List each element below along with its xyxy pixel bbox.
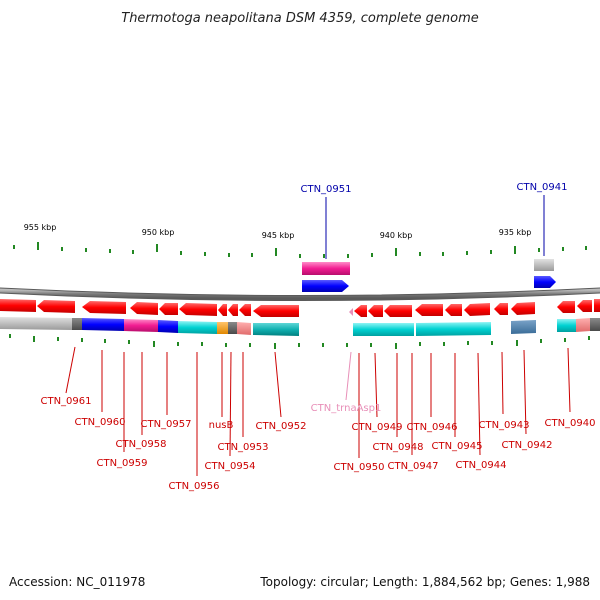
gene-arrow-reverse[interactable] <box>354 305 367 317</box>
gene-label-ctn-0950[interactable]: CTN_0950 <box>333 462 384 473</box>
gene-label-ctn-0961[interactable]: CTN_0961 <box>40 396 91 407</box>
scale-tick-label: 935 kbp <box>499 228 532 237</box>
gene-arrow-reverse[interactable] <box>445 304 462 316</box>
gene-arrow-reverse[interactable] <box>415 304 443 316</box>
gene-label-ctn-0953[interactable]: CTN_0953 <box>217 442 268 453</box>
feature-box-grey[interactable] <box>534 259 554 271</box>
trna-leader <box>345 351 352 401</box>
gene-arrow-reverse[interactable] <box>0 299 36 312</box>
gene-arrow-reverse[interactable] <box>253 305 299 317</box>
feature-arrow-forward[interactable] <box>302 280 349 292</box>
below-labels: CTN_0961 CTN_0960 CTN_0959 CTN_0958 CTN_… <box>40 396 595 492</box>
above-label-leaders <box>325 195 545 259</box>
gene-label-ctn-0958[interactable]: CTN_0958 <box>115 439 166 450</box>
feature-band <box>0 317 600 336</box>
gene-arrow-reverse[interactable] <box>494 303 508 315</box>
upper-features <box>302 259 556 292</box>
scale-tick-label: 940 kbp <box>380 231 413 240</box>
scale-ticks: 955 kbp 950 kbp 945 kbp 940 kbp 935 kbp <box>13 223 587 258</box>
feature-box-ctn-0951[interactable] <box>302 262 350 275</box>
gene-arrow-reverse[interactable] <box>179 303 217 316</box>
gene-arrow-reverse[interactable] <box>464 303 490 316</box>
gene-label-ctn-0945[interactable]: CTN_0945 <box>431 441 482 452</box>
gene-arrow-reverse[interactable] <box>37 300 75 313</box>
gene-label-ctn-0960[interactable]: CTN_0960 <box>74 417 125 428</box>
feature-arrow-forward[interactable] <box>534 276 556 288</box>
scale-tick-label: 955 kbp <box>24 223 57 232</box>
gene-label-ctn-0940[interactable]: CTN_0940 <box>544 418 595 429</box>
gene-label-ctn-0959[interactable]: CTN_0959 <box>96 458 147 469</box>
gene-arrow-reverse[interactable] <box>577 300 592 312</box>
gene-label-ctn-0942[interactable]: CTN_0942 <box>501 440 552 451</box>
gene-label-ctn-0951[interactable]: CTN_0951 <box>300 184 351 195</box>
gene-label-ctn-0957[interactable]: CTN_0957 <box>140 419 191 430</box>
gene-arrow-reverse[interactable] <box>368 305 383 317</box>
gene-label-ctn-0954[interactable]: CTN_0954 <box>204 461 255 472</box>
map-title: Thermotoga neapolitana DSM 4359, complet… <box>121 11 479 26</box>
genome-summary-text: Topology: circular; Length: 1,884,562 bp… <box>259 575 590 589</box>
gene-label-ctn-0943[interactable]: CTN_0943 <box>478 420 529 431</box>
accession-text: Accession: NC_011978 <box>9 575 145 589</box>
gene-label-ctn-0949[interactable]: CTN_0949 <box>351 422 402 433</box>
gene-label-ctn-0947[interactable]: CTN_0947 <box>387 461 438 472</box>
below-label-leaders <box>65 346 571 476</box>
gene-label-nusb[interactable]: nusB <box>209 420 234 431</box>
gene-label-ctn-0956[interactable]: CTN_0956 <box>168 481 219 492</box>
minor-ticks <box>13 245 587 258</box>
gene-arrow-reverse[interactable] <box>218 304 227 316</box>
scale-tick-label: 945 kbp <box>262 231 295 240</box>
reverse-strand-genes <box>0 299 600 317</box>
scale-tick-label: 950 kbp <box>142 228 175 237</box>
gene-arrow-reverse[interactable] <box>384 305 412 317</box>
genome-backbone <box>0 287 600 301</box>
gene-label-ctn-0944[interactable]: CTN_0944 <box>455 460 506 471</box>
gene-label-ctn-0941[interactable]: CTN_0941 <box>516 182 567 193</box>
trna-marker[interactable] <box>349 308 353 316</box>
gene-box-reverse[interactable] <box>594 299 600 312</box>
gene-label-ctn-trnaasp1[interactable]: CTN_trnaAsp1 <box>311 403 382 414</box>
gene-label-ctn-0948[interactable]: CTN_0948 <box>372 442 423 453</box>
gene-label-ctn-0952[interactable]: CTN_0952 <box>255 421 306 432</box>
gene-arrow-reverse[interactable] <box>130 302 158 315</box>
gene-arrow-reverse[interactable] <box>228 304 238 316</box>
gene-arrow-reverse[interactable] <box>239 304 251 316</box>
gene-label-ctn-0946[interactable]: CTN_0946 <box>406 422 457 433</box>
gene-arrow-reverse[interactable] <box>557 301 575 313</box>
lower-ticks <box>9 334 590 349</box>
gene-arrow-reverse[interactable] <box>82 301 126 314</box>
gene-arrow-reverse[interactable] <box>511 302 535 315</box>
gene-arrow-reverse[interactable] <box>159 303 178 315</box>
